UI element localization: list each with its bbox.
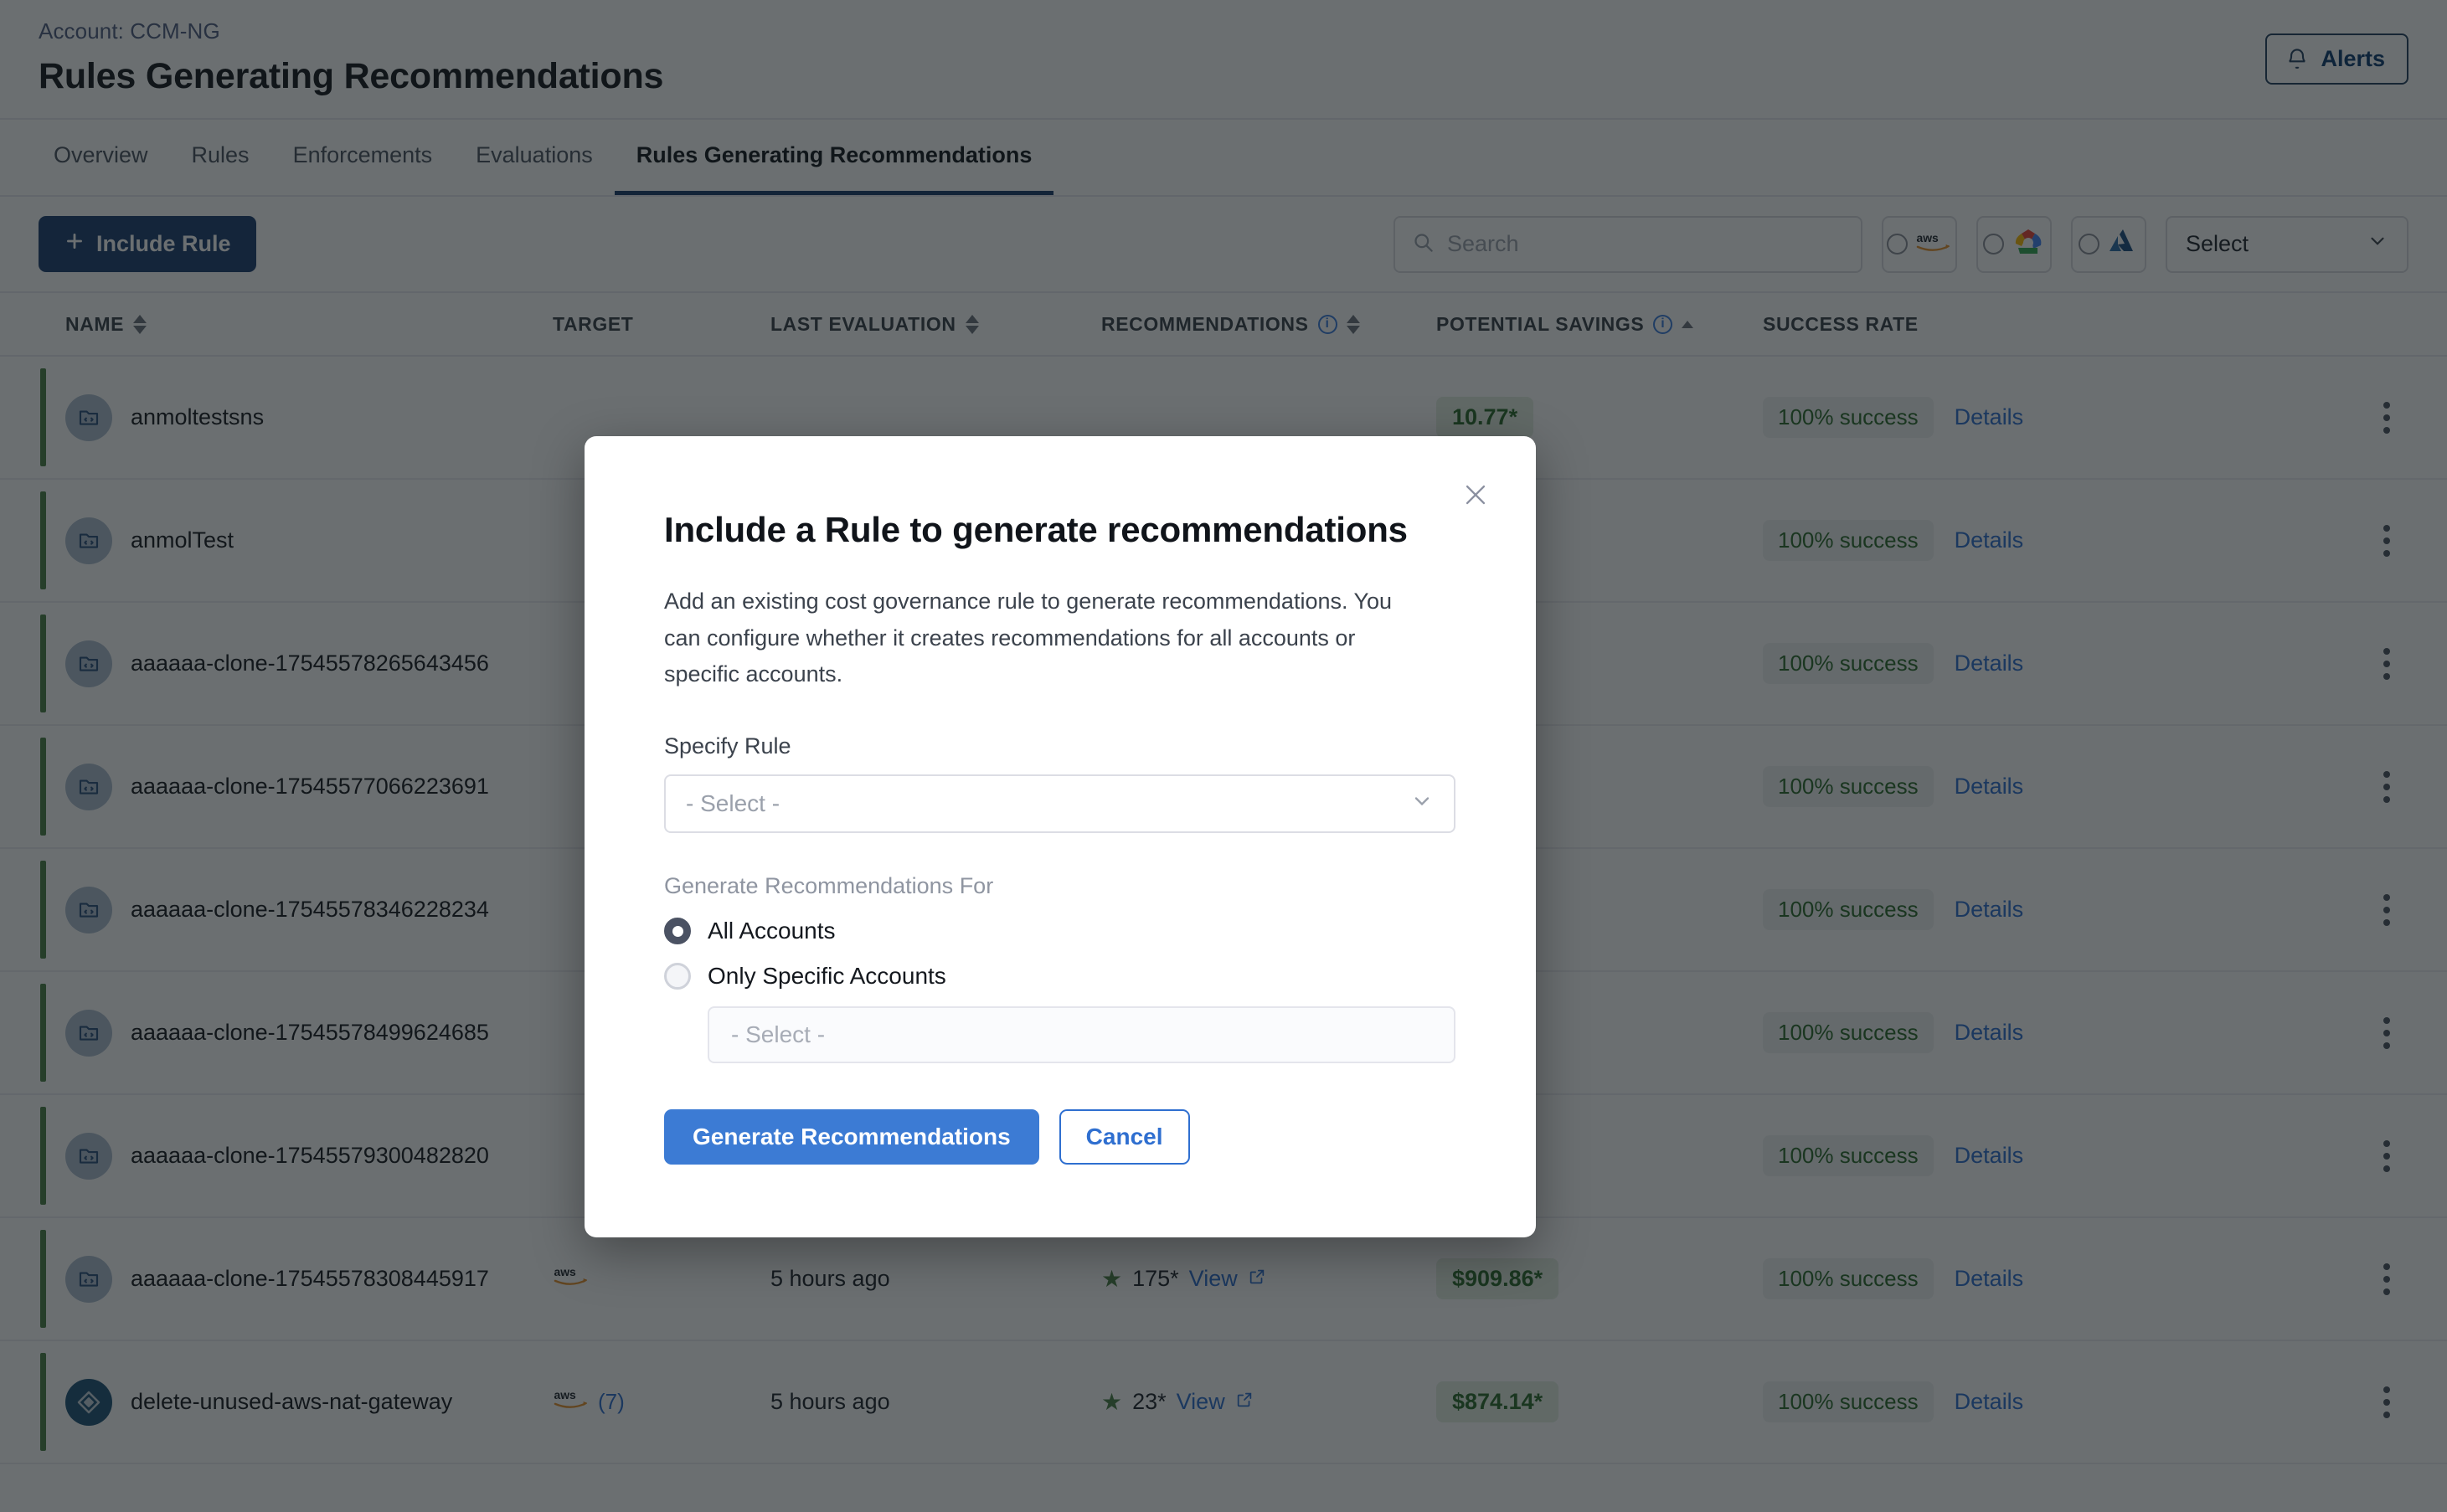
cancel-button[interactable]: Cancel <box>1059 1109 1190 1165</box>
close-icon[interactable] <box>1454 473 1497 517</box>
radio-option-all-accounts[interactable]: All Accounts <box>664 918 1456 945</box>
specify-rule-value: - Select - <box>686 790 780 817</box>
specific-accounts-select[interactable]: - Select - <box>708 1006 1455 1064</box>
radio-icon-checked <box>664 918 691 945</box>
specific-accounts-value: - Select - <box>731 1021 826 1048</box>
modal-actions: Generate Recommendations Cancel <box>664 1109 1456 1165</box>
include-rule-modal: Include a Rule to generate recommendatio… <box>585 436 1536 1237</box>
specify-rule-select[interactable]: - Select - <box>664 774 1455 834</box>
radio-label-all-accounts: All Accounts <box>708 918 836 944</box>
modal-description: Add an existing cost governance rule to … <box>664 589 1393 687</box>
chevron-down-icon <box>1410 789 1434 819</box>
modal-title: Include a Rule to generate recommendatio… <box>664 510 1408 549</box>
generate-for-label: Generate Recommendations For <box>664 873 994 899</box>
specify-rule-label: Specify Rule <box>664 733 791 759</box>
radio-option-specific-accounts[interactable]: Only Specific Accounts <box>664 963 1456 990</box>
radio-label-specific-accounts: Only Specific Accounts <box>708 963 946 990</box>
generate-recommendations-button[interactable]: Generate Recommendations <box>664 1109 1039 1165</box>
radio-icon-unchecked <box>664 963 691 990</box>
